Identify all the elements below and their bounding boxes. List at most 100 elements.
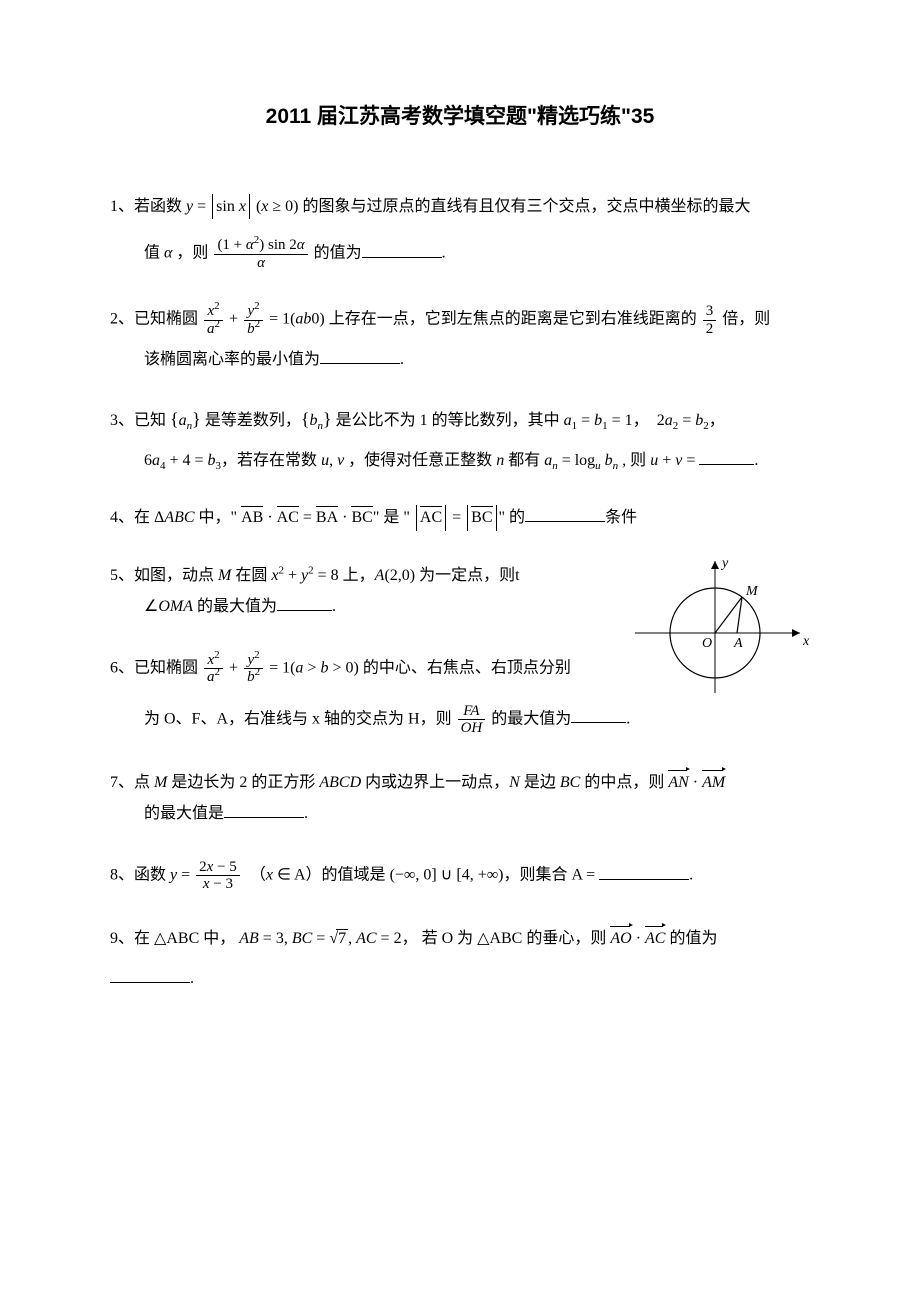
math: BC [292,930,312,947]
text: 倍，则 [718,311,770,328]
problem-number: 5、 [110,567,134,584]
fraction: y2b2 [244,303,263,337]
text: 的垂心，则 [522,930,610,947]
vector: BC [351,505,372,531]
text: 的值为 [665,930,717,947]
problem-number: 3、 [110,412,134,429]
math: · [338,509,351,526]
text: 为 O、F、A，右准线与 x 轴的交点为 H，则 [144,710,456,727]
math: + [284,567,301,584]
blank [277,594,332,611]
text: 在 [134,930,154,947]
blank [110,966,190,983]
math: △ABC [154,930,199,947]
text: 在圆 [231,567,271,584]
text: . [190,970,194,987]
math: = [312,930,329,947]
math: · [632,930,645,947]
text: . [332,598,336,615]
text: 已知 [134,412,170,429]
text: 是等差数列， [201,412,301,429]
problem-number: 4、 [110,509,134,526]
vector: AN [668,769,688,796]
text: 中， [199,930,235,947]
text: " 的 [499,509,526,526]
text: . [626,710,630,727]
svg-text:M: M [745,584,759,599]
math: ∈ A [273,867,306,884]
text: 是边长为 2 的正方形 [167,774,319,791]
math: n [496,452,504,469]
math: 1 = b1 = 1 [572,412,633,429]
text: 已知椭圆 [134,311,202,328]
text: 条件 [605,509,637,526]
text: . [400,351,404,368]
text: 在 [134,509,154,526]
text: ）的值域是 [306,867,390,884]
math: x [266,867,273,884]
math: ABCD [319,774,361,791]
fraction: x2a2 [204,303,223,337]
blank [571,706,626,723]
problem-number: 9、 [110,930,134,947]
vector: AM [702,769,725,796]
text: 值 [144,245,164,262]
text: 如图，动点 [134,567,218,584]
math: sin x [212,194,250,220]
math: = 2 [377,930,402,947]
problem-number: 2、 [110,311,134,328]
math: bn [309,412,323,429]
text: 的最大值为 [487,710,571,727]
blank [320,347,400,364]
math: an [544,452,558,469]
text: . [304,805,308,822]
problem-number: 8、 [110,867,134,884]
svg-text:x: x [802,634,810,649]
math: , [348,930,356,947]
problem-7: 7、点 M 是边长为 2 的正方形 ABCD 内或边界上一动点，N 是边 BC … [110,769,810,827]
page-title: 2011 届江苏高考数学填空题"精选巧练"35 [110,100,810,134]
text: 的值为 [310,245,362,262]
math: 2a2 = b2 [657,412,709,429]
text: , 则 [618,452,650,469]
math: = [448,509,465,526]
problem-5: x y M O A 5、如图，动点 M 在圆 x2 + y2 = 8 上，A(2… [110,563,810,620]
math: u [650,452,658,469]
math: = [299,509,316,526]
math: a [564,412,572,429]
math: an [179,412,193,429]
math: AC [416,505,446,531]
text: 都有 [504,452,544,469]
text: ， [709,412,725,429]
math: (−∞, 0] ∪ [4, +∞) [390,867,504,884]
svg-text:A: A [733,636,743,651]
math: (2,0) [384,567,415,584]
blank [362,241,442,258]
svg-text:y: y [720,556,729,571]
text: 中，" [195,509,242,526]
text: 上存在一点，它到左焦点的距离是它到右准线距离的 [325,311,701,328]
problem-1: 1、若函数 y = sin x (x ≥ 0) 的图象与过原点的直线有且仅有三个… [110,194,810,272]
text: 函数 [134,867,170,884]
text: ，则集合 [503,867,571,884]
math: ∠OMA [144,598,193,615]
math: A = [571,867,599,884]
text: ， [633,412,649,429]
blank [224,801,304,818]
math: u [321,452,329,469]
math: , [329,452,337,469]
problem-8: 8、函数 y = 2x − 5x − 3 （x ∈ A）的值域是 (−∞, 0]… [110,859,810,893]
svg-text:O: O [702,636,712,651]
problem-2: 2、已知椭圆 x2a2 + y2b2 = 1(ab0) 上存在一点，它到左焦点的… [110,303,810,373]
vector: AB [241,505,263,531]
math: } [323,409,332,429]
problem-9: 9、在 △ABC 中， AB = 3, BC = √7, AC = 2， 若 O… [110,925,810,991]
text: ，若存在常数 [221,452,321,469]
text: . [442,245,446,262]
problem-number: 7、 [110,774,134,791]
circle-diagram: x y M O A [630,553,810,703]
math: + [225,311,242,328]
text: 的中点，则 [580,774,668,791]
math: = 3, [259,930,292,947]
fraction: y2b2 [244,652,263,686]
